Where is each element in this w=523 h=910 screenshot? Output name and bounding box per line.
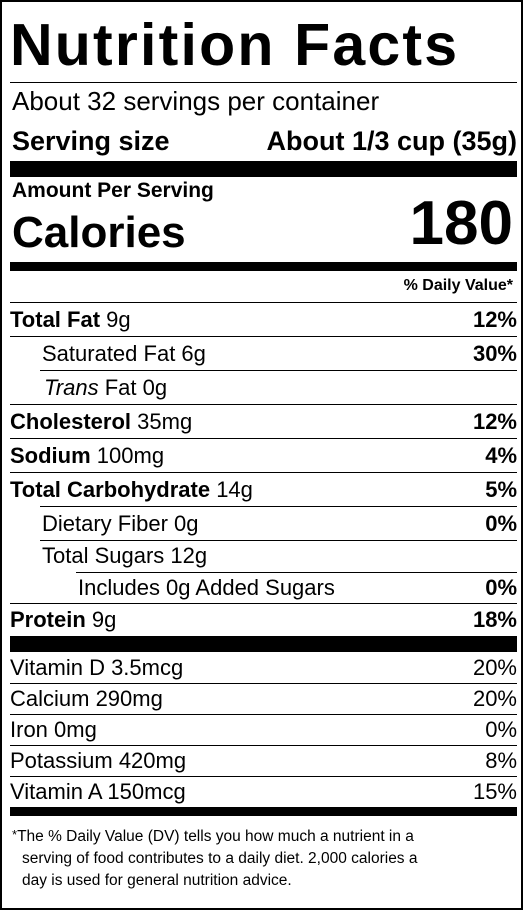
- medium-divider: [10, 807, 517, 816]
- divider: [10, 404, 517, 405]
- nutrient-name: Total Fat: [10, 307, 107, 332]
- divider: [10, 776, 517, 777]
- servings-per-container: About 32 servings per container: [12, 86, 380, 116]
- vitamin-dv: 20%: [472, 655, 517, 680]
- label-content: Nutrition Facts About 32 servings per co…: [10, 2, 517, 908]
- nutrient-name: Fat: [104, 375, 143, 400]
- footnote-line-1: *The % Daily Value (DV) tells you how mu…: [12, 827, 414, 845]
- nutrient-name: Protein: [10, 607, 92, 632]
- label-title: Nutrition Facts: [10, 12, 460, 78]
- nutrient-amount: 9g: [106, 307, 131, 332]
- footnote-line-2: serving of food contributes to a daily d…: [22, 850, 418, 867]
- vitamin-text: Potassium 420mg: [10, 748, 187, 773]
- nutrient-name: Dietary Fiber: [42, 511, 175, 536]
- divider: [10, 336, 517, 337]
- divider: [76, 572, 517, 573]
- nutrient-text: Includes 0g Added Sugars: [78, 575, 335, 600]
- nutrient-amount: 100mg: [96, 443, 165, 468]
- nutrient-row-total-carbohydrate: Total Carbohydrate 14g 5%: [10, 474, 517, 506]
- vitamin-row-calcium: Calcium 290mg 20%: [10, 683, 517, 715]
- divider: [10, 714, 517, 715]
- nutrient-dv: 0%: [485, 511, 517, 536]
- nutrient-dv: 12%: [472, 409, 517, 434]
- nutrient-row-total-fat: Total Fat 9g 12%: [10, 304, 517, 336]
- nutrient-dv: 5%: [485, 477, 517, 502]
- vitamin-row-vitamin-a: Vitamin A 150mcg 15%: [10, 776, 517, 808]
- nutrient-row-total-sugars: Total Sugars 12g: [10, 540, 517, 572]
- serving-size-label: Serving size: [12, 126, 170, 156]
- footnote: *The % Daily Value (DV) tells you how mu…: [12, 824, 517, 892]
- nutrient-amount: 12g: [170, 543, 208, 568]
- nutrient-name: Total Carbohydrate: [10, 477, 217, 502]
- nutrient-row-dietary-fiber: Dietary Fiber 0g 0%: [10, 508, 517, 540]
- nutrient-name-italic: Trans: [44, 375, 105, 400]
- nutrient-row-saturated-fat: Saturated Fat 6g 30%: [10, 338, 517, 370]
- vitamin-text: Iron 0mg: [10, 717, 97, 742]
- footnote-star: *: [12, 827, 18, 842]
- divider: [10, 438, 517, 439]
- nutrient-dv: 4%: [485, 443, 517, 468]
- divider: [10, 683, 517, 684]
- nutrient-amount: 35mg: [137, 409, 193, 434]
- nutrient-name: Total Sugars: [42, 543, 171, 568]
- calories-label: Calories: [12, 208, 186, 257]
- footnote-line-3: day is used for general nutrition advice…: [22, 872, 292, 889]
- nutrient-name: Saturated Fat: [42, 341, 182, 366]
- divider: [10, 302, 517, 303]
- medium-divider: [10, 262, 517, 271]
- nutrient-row-protein: Protein 9g 18%: [10, 604, 517, 636]
- vitamin-dv: 0%: [485, 717, 517, 742]
- serving-size: Serving size About 1/3 cup (35g): [12, 124, 517, 158]
- nutrient-name: Sodium: [10, 443, 97, 468]
- vitamin-dv: 20%: [472, 686, 517, 711]
- divider: [10, 603, 517, 604]
- nutrient-dv: 12%: [472, 307, 517, 332]
- nutrient-row-trans-fat: Trans Fat 0g: [10, 372, 517, 404]
- vitamin-text: Vitamin A 150mcg: [10, 779, 186, 804]
- divider: [40, 370, 517, 371]
- nutrient-amount: 0g: [174, 511, 199, 536]
- vitamin-text: Vitamin D 3.5mcg: [10, 655, 184, 680]
- nutrient-dv: 18%: [472, 607, 517, 632]
- thick-divider: [10, 161, 517, 177]
- nutrient-dv: 0%: [485, 575, 517, 600]
- vitamin-row-iron: Iron 0mg 0%: [10, 714, 517, 746]
- amount-per-serving: Amount Per Serving: [12, 179, 214, 202]
- serving-size-value: About 1/3 cup (35g): [266, 126, 517, 156]
- nutrient-name: Cholesterol: [10, 409, 138, 434]
- divider: [10, 472, 517, 473]
- vitamin-text: Calcium 290mg: [10, 686, 163, 711]
- nutrient-row-sodium: Sodium 100mg 4%: [10, 440, 517, 472]
- nutrient-amount: 0g: [142, 375, 168, 400]
- nutrient-amount: 14g: [216, 477, 253, 502]
- nutrient-amount: 9g: [91, 607, 117, 632]
- divider: [10, 82, 517, 83]
- nutrient-amount: 6g: [181, 341, 206, 366]
- daily-value-header: % Daily Value*: [403, 277, 513, 294]
- divider: [40, 540, 517, 541]
- divider: [10, 745, 517, 746]
- vitamin-row-potassium: Potassium 420mg 8%: [10, 745, 517, 777]
- vitamin-dv: 8%: [485, 748, 517, 773]
- nutrient-row-added-sugars: Includes 0g Added Sugars 0%: [10, 572, 517, 604]
- vitamin-dv: 15%: [472, 779, 517, 804]
- thick-divider: [10, 636, 517, 652]
- calories-value: 180: [409, 189, 513, 258]
- nutrient-row-cholesterol: Cholesterol 35mg 12%: [10, 406, 517, 438]
- divider: [40, 506, 517, 507]
- nutrient-dv: 30%: [472, 341, 517, 366]
- vitamin-row-vitamin-d: Vitamin D 3.5mcg 20%: [10, 652, 517, 684]
